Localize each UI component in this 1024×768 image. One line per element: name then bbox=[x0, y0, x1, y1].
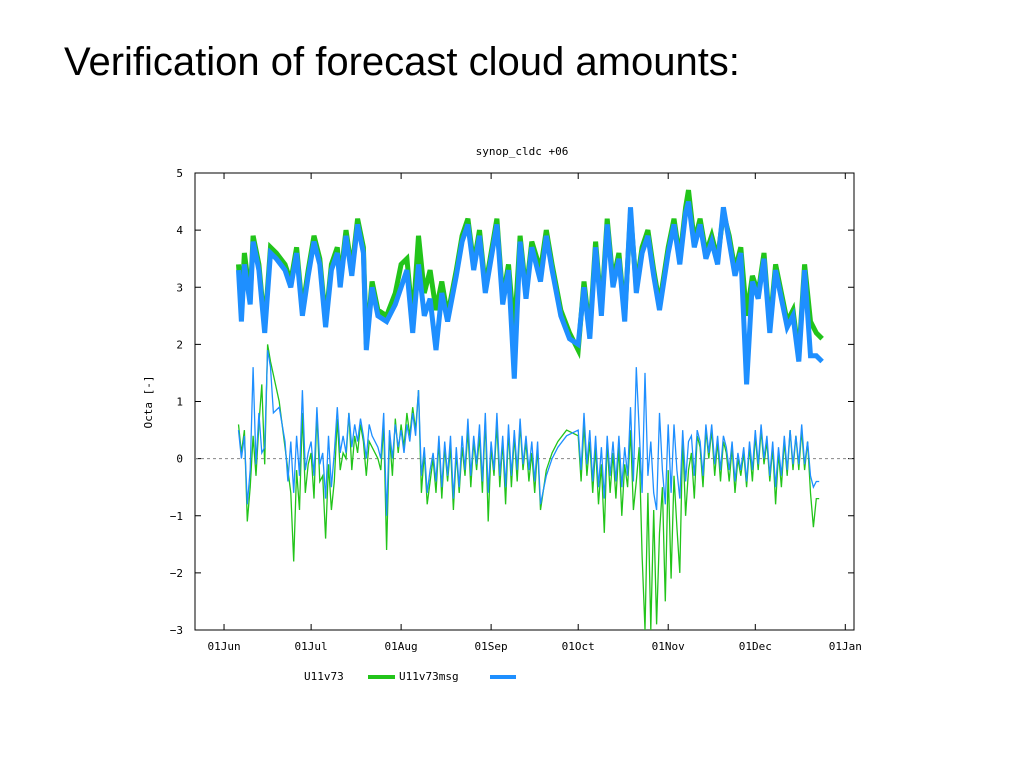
series-layer bbox=[236, 189, 824, 631]
y-tick-label: 3 bbox=[176, 281, 183, 294]
y-axis-label: Octa [-] bbox=[142, 376, 155, 429]
y-tick-label: 5 bbox=[176, 167, 183, 180]
legend-label-u11v73: U11v73 bbox=[304, 670, 344, 683]
y-tick-label: 4 bbox=[176, 224, 183, 237]
y-tick-label: 0 bbox=[176, 453, 183, 466]
x-tick-label: 01Nov bbox=[652, 640, 685, 653]
x-tick-label: 01Aug bbox=[385, 640, 418, 653]
x-tick-label: 01Jan bbox=[829, 640, 862, 653]
legend: U11v73 U11v73msg bbox=[304, 670, 516, 683]
chart-title: synop_cldc +06 bbox=[476, 145, 569, 158]
y-tick-label: 1 bbox=[176, 396, 183, 409]
y-axis: −3 −2 −1 0 1 2 3 4 5 bbox=[170, 167, 854, 637]
y-tick-label: 2 bbox=[176, 338, 183, 351]
legend-label-u11v73msg: U11v73msg bbox=[399, 670, 459, 683]
x-tick-label: 01Jun bbox=[207, 640, 240, 653]
x-axis: 01Jun 01Jul 01Aug 01Sep 01Oct 01Nov 01Dec 01Jan bbox=[207, 173, 862, 653]
series-line-u11v73msg-difference bbox=[237, 349, 820, 516]
slide-title: Verification of forecast cloud amounts: bbox=[64, 40, 740, 84]
x-tick-label: 01Dec bbox=[739, 640, 772, 653]
y-tick-label: −1 bbox=[170, 510, 183, 523]
y-tick-label: −2 bbox=[170, 567, 183, 580]
y-tick-label: −3 bbox=[170, 624, 183, 637]
x-tick-label: 01Jul bbox=[295, 640, 328, 653]
x-tick-label: 01Sep bbox=[475, 640, 508, 653]
x-tick-label: 01Oct bbox=[562, 640, 595, 653]
series-line-u11v73msg-mean bbox=[236, 200, 824, 385]
